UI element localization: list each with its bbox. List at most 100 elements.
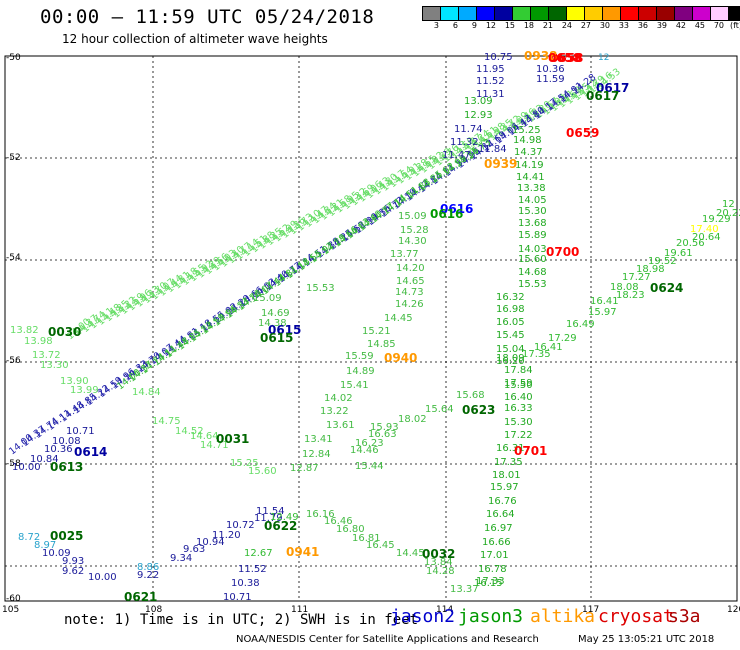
swh-value-label: 11.79 bbox=[254, 513, 283, 524]
swh-value-label: 10.00 bbox=[12, 462, 41, 473]
swh-value-label: 15.53 bbox=[306, 283, 335, 294]
swh-value-label: 15.09 bbox=[398, 211, 427, 222]
pass-time-label: 0624 bbox=[650, 281, 683, 295]
lat-tick-label: -58 bbox=[6, 459, 21, 469]
swh-value-label: 13.77 bbox=[390, 249, 419, 260]
color-scale-label: 30 bbox=[599, 21, 610, 30]
color-scale-label: 42 bbox=[675, 21, 686, 30]
swh-value-label: 20.64 bbox=[692, 232, 721, 243]
swh-value-label: 13.30 bbox=[40, 360, 69, 371]
swh-value-label: 14.46 bbox=[350, 445, 379, 456]
swh-value-label: 13.90 bbox=[60, 376, 89, 387]
swh-value-label: 16.20 bbox=[496, 356, 525, 367]
color-scale-label: 45 bbox=[694, 21, 705, 30]
color-scale-label: 6 bbox=[452, 21, 458, 30]
pass-time-label: 0659 bbox=[566, 126, 599, 140]
swh-value-label: 14.41 bbox=[516, 172, 545, 183]
swh-value-label: 15.64 bbox=[425, 404, 454, 415]
swh-value-label: 9.93 bbox=[62, 556, 84, 567]
swh-value-label: 14.64 bbox=[190, 431, 219, 442]
swh-value-label: 14.02 bbox=[324, 393, 353, 404]
color-scale-swatch bbox=[729, 7, 740, 20]
color-scale-swatch bbox=[459, 7, 477, 20]
pass-time-label: 0940 bbox=[384, 351, 417, 365]
pass-time-label: 0617 bbox=[586, 89, 619, 103]
swh-value-label: 17.33 bbox=[476, 576, 505, 587]
swh-value-label: 15.41 bbox=[340, 380, 369, 391]
color-scale-swatch bbox=[675, 7, 693, 20]
swh-value-label: 15.60 bbox=[248, 466, 277, 477]
swh-value-label: 13.41 bbox=[304, 434, 333, 445]
pass-time-label: 0613 bbox=[50, 460, 83, 474]
swh-value-label: 13.61 bbox=[326, 420, 355, 431]
color-scale-label: 39 bbox=[656, 21, 667, 30]
lon-tick-label: 111 bbox=[291, 605, 308, 615]
pass-time-label: 0616 bbox=[440, 202, 473, 216]
swh-value-label: 10.75 bbox=[484, 52, 513, 63]
color-scale-label: 21 bbox=[542, 21, 553, 30]
color-scale-label: 12 bbox=[485, 21, 496, 30]
swh-value-label: 8.86 bbox=[137, 562, 159, 573]
swh-value-label: 17.59 bbox=[504, 378, 533, 389]
swh-value-label: 15.25 bbox=[512, 125, 541, 136]
pass-time-label: 0030 bbox=[48, 325, 81, 339]
swh-value-label: 18.09 bbox=[496, 353, 525, 364]
color-scale-bar bbox=[422, 6, 740, 21]
swh-value-label: 15.09 bbox=[253, 293, 282, 304]
swh-value-label: 13.82 bbox=[10, 325, 39, 336]
swh-value-label: 16.40 bbox=[504, 392, 533, 403]
swh-value-label: 14.69 bbox=[261, 308, 290, 319]
swh-value-label: 15.89 bbox=[518, 230, 547, 241]
pass-time-label: 0032 bbox=[422, 547, 455, 561]
swh-value-label: 16.63 bbox=[368, 429, 397, 440]
color-scale-label: 15 bbox=[504, 21, 515, 30]
swh-value-label: 11.95 bbox=[476, 64, 505, 75]
swh-value-label: 9.34 bbox=[170, 553, 192, 564]
swh-value-label: 15.50 bbox=[504, 380, 533, 391]
color-scale-swatch bbox=[423, 7, 441, 20]
swh-value-label: 14.38 bbox=[258, 318, 287, 329]
lat-tick-label: -56 bbox=[6, 356, 21, 366]
color-scale-swatch bbox=[477, 7, 495, 20]
color-scale-label: 24 bbox=[561, 21, 572, 30]
pass-time-label: 0616 bbox=[430, 207, 463, 221]
swh-value-label: 18.23 bbox=[616, 290, 645, 301]
swh-value-label: 13.99 bbox=[70, 385, 99, 396]
swh-value-label: 9.22 bbox=[137, 570, 159, 581]
swh-value-label: 17.40 bbox=[690, 224, 719, 235]
color-scale-label: 18 bbox=[523, 21, 534, 30]
credit-line: NOAA/NESDIS Center for Satellite Applica… bbox=[236, 634, 539, 645]
pass-time-label: 0701 bbox=[514, 444, 547, 458]
swh-value-label: 16.32 bbox=[496, 292, 525, 303]
swh-value-label: 15.53 bbox=[518, 279, 547, 290]
swh-value-label: 15.28 bbox=[400, 225, 429, 236]
swh-value-label: 10.72 bbox=[226, 520, 255, 531]
swh-value-label: 12.67 bbox=[244, 548, 273, 559]
swh-value-label: 10.09 bbox=[42, 548, 71, 559]
swh-value-label: 10.36 bbox=[44, 444, 73, 455]
swh-value-label: 15.21 bbox=[362, 326, 391, 337]
swh-value-label: 14.68 bbox=[518, 267, 547, 278]
swh-value-label: 15.97 bbox=[588, 307, 617, 318]
swh-value-label: 18.02 bbox=[398, 414, 427, 425]
lon-tick-label: 105 bbox=[2, 605, 19, 615]
swh-value-label: 14.75 bbox=[152, 416, 181, 427]
pass-time-label: 0658 bbox=[548, 51, 581, 65]
color-scale-swatch bbox=[585, 7, 603, 20]
pass-time-label: 0939 bbox=[484, 157, 517, 171]
lon-tick-label: 108 bbox=[145, 605, 162, 615]
swh-value-label: 11.31 bbox=[476, 89, 505, 100]
color-scale-swatch bbox=[621, 7, 639, 20]
legend-item-jason2: jason2 bbox=[390, 606, 456, 627]
swh-value-label: 16.80 bbox=[336, 524, 365, 535]
swh-value-label: 16.78 bbox=[478, 564, 507, 575]
swh-value-label: 19.52 bbox=[648, 256, 677, 267]
swh-value-label: 15.44 bbox=[355, 461, 384, 472]
swh-value-label: 10.38 bbox=[231, 578, 260, 589]
swh-value-label: 9.62 bbox=[62, 566, 84, 577]
swh-value-label: 16.15 bbox=[474, 578, 503, 589]
swh-value-label: 14.45 bbox=[384, 313, 413, 324]
color-scale-label: 36 bbox=[637, 21, 648, 30]
swh-value-label: 14.45 bbox=[396, 548, 425, 559]
